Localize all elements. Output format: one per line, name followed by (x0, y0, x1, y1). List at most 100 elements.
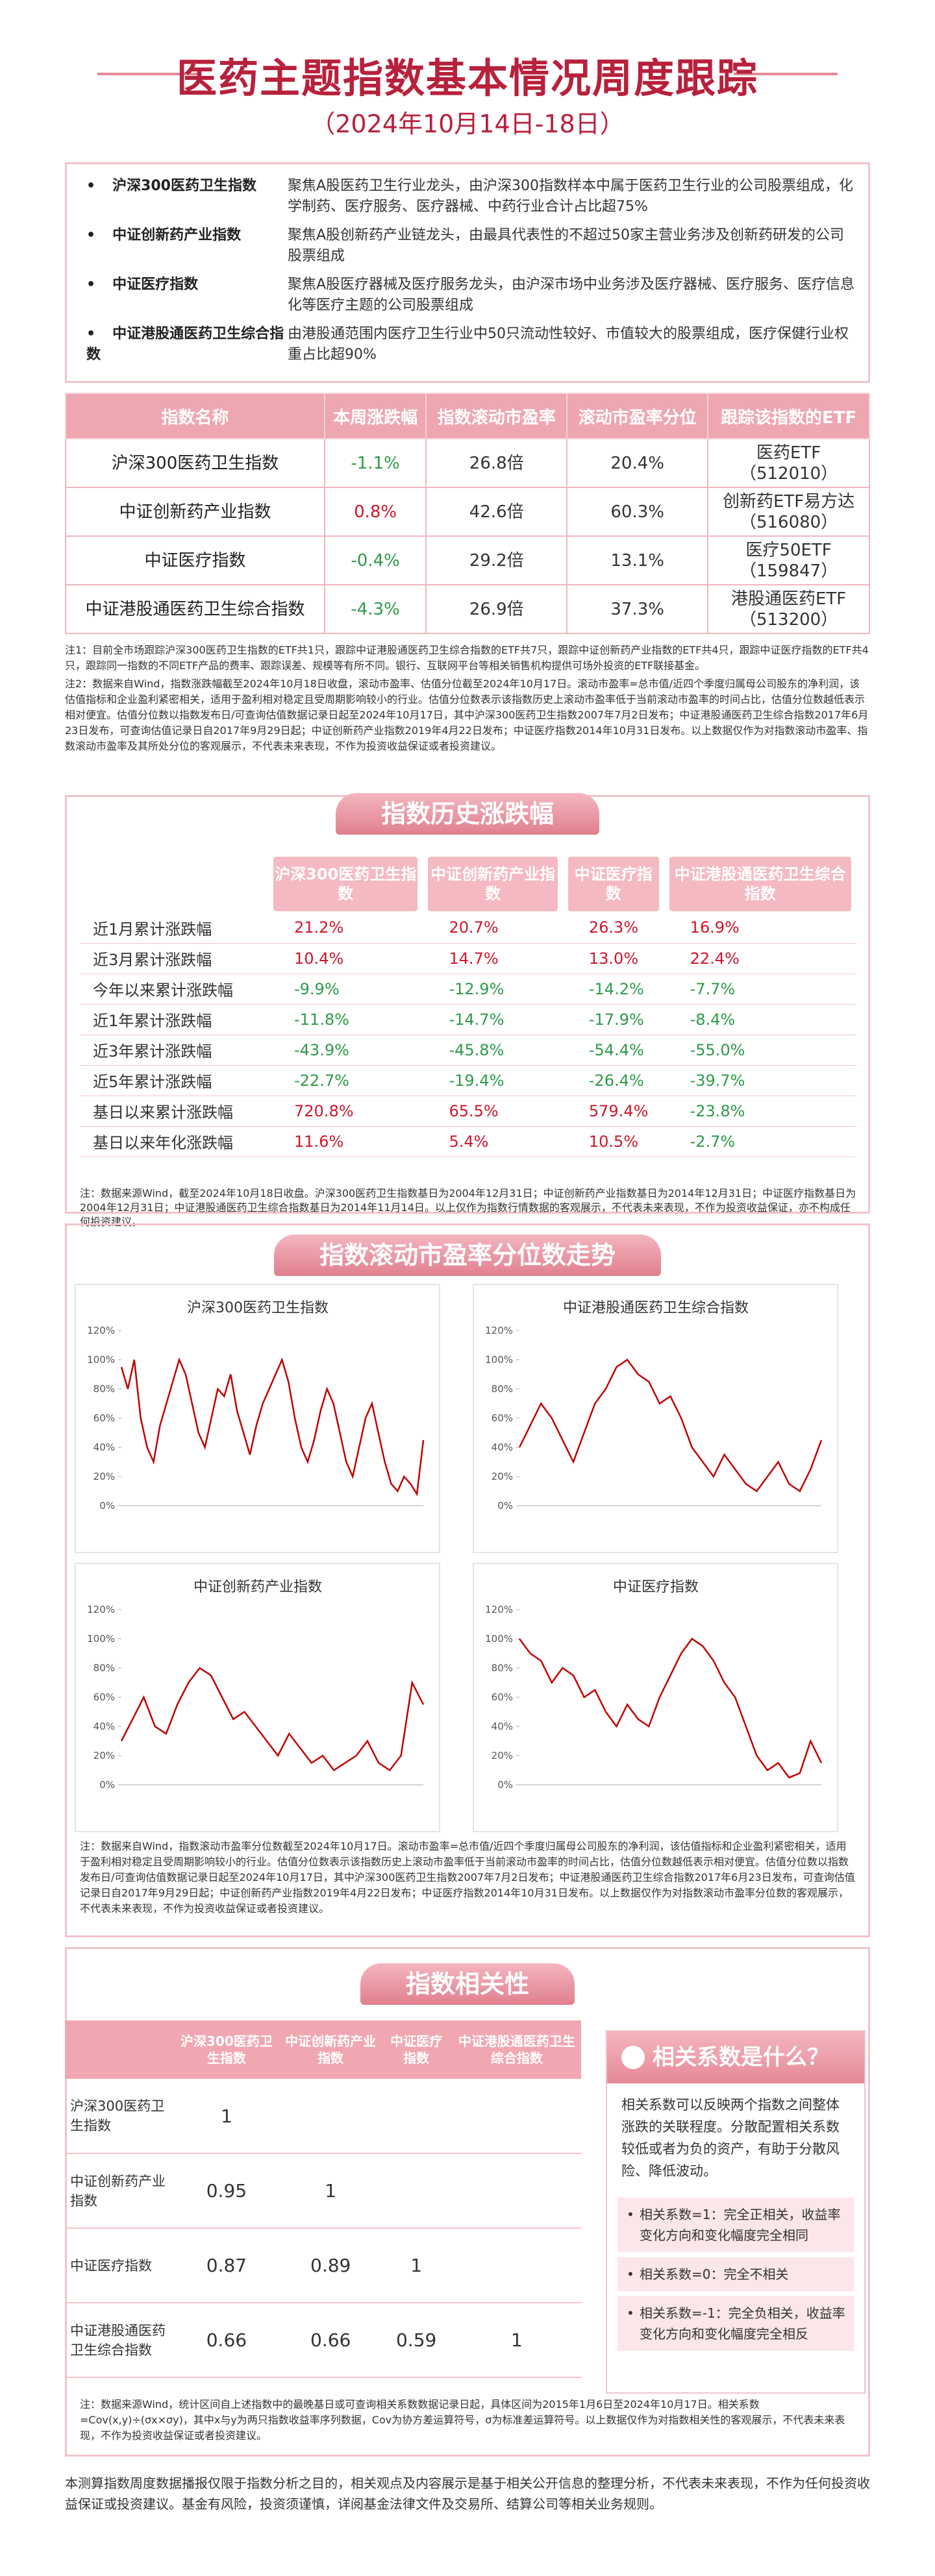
column-header: 沪深300医药卫生指数 (172, 2020, 281, 2079)
y-tick-label: 80% (94, 1383, 115, 1395)
return-value: 16.9% (664, 913, 856, 944)
etf-cell: 港股通医药ETF （513200） (707, 584, 870, 634)
column-header: 中证港股通医药卫生综合指数 (669, 857, 851, 911)
header-row: 沪深300医药卫生指数 中证创新药产业指数 中证医疗指数 中证港股通医药卫生综合指数 (80, 855, 856, 913)
row-label: 近3年累计涨跌幅 (80, 1035, 268, 1066)
note: 注2：数据来自Wind，指数涨跌幅截至2024年10月18日收盘，滚动市盈率、估… (65, 678, 869, 752)
section-title: 指数相关性 (360, 1963, 575, 2005)
column-header: 中证医疗指数 (380, 2020, 453, 2079)
index-desc: 聚焦A股医药卫生行业龙头，由沪深300指数样本中属于医药卫生行业的公司股票组成，… (288, 178, 854, 215)
index-desc: 由港股通范围内医疗卫生行业中50只流动性较好、市值较大的股票组成，医疗保健行业权… (288, 326, 849, 363)
corr-section: 指数相关性 沪深300医药卫生指数 中证创新药产业指数 中证医疗指数 中证港股通医药卫… (65, 1947, 870, 2457)
return-value: -54.4% (562, 1035, 664, 1066)
corner (65, 2020, 172, 2079)
table-row: 中证创新药产业指数 0.8% 42.6倍 60.3% 创新药ETF易方达 （516080） (65, 487, 870, 537)
chart-card: 沪深300医药卫生指数 0% 20% 40% 60% 80% 100% 120% (75, 1284, 440, 1553)
pe-percentile: 13.1% (566, 535, 709, 585)
y-tick-label: 40% (492, 1441, 513, 1453)
column-header: 中证创新药产业指数 (280, 2020, 380, 2079)
etf-cell: 医疗50ETF （159847） (707, 535, 870, 585)
table-row: 中证创新药产业指数 0.95 1 (65, 2153, 581, 2229)
return-value: -45.8% (423, 1035, 563, 1066)
index-desc: 聚焦A股创新药产业链龙头，由最具代表性的不超过50家主营业务涉及创新药研发的公司… (288, 227, 845, 264)
chart-card: 中证医疗指数 0% 20% 40% 60% 80% 100% 120% (473, 1563, 838, 1832)
percentile-line (120, 1667, 425, 1772)
row-label: 今年以来累计涨跌幅 (80, 974, 268, 1005)
row-label: 中证医疗指数 (65, 2228, 172, 2303)
correlation-value: 1 (280, 2153, 380, 2229)
weekly-change: -0.4% (323, 535, 427, 585)
etf-name: 港股通医药ETF (730, 589, 847, 609)
y-tick-label: 60% (492, 1691, 513, 1703)
return-value: 20.7% (423, 913, 563, 944)
chart-title: 沪深300医药卫生指数 (187, 1300, 329, 1316)
line-chart: 中证创新药产业指数 0% 20% 40% 60% 80% 100% 120% (87, 1579, 425, 1791)
corner (80, 855, 268, 913)
empty-cell (280, 2079, 380, 2154)
percentile-line (120, 1357, 425, 1497)
return-value: 13.0% (562, 943, 664, 974)
history-section: 指数历史涨跌幅 沪深300医药卫生指数 中证创新药产业指数 中证医疗指数 中证港股通医… (65, 793, 870, 1228)
percentile-line (518, 1358, 823, 1493)
empty-cell (452, 2079, 581, 2154)
return-value: -26.4% (562, 1065, 664, 1096)
y-tick-label: 40% (492, 1721, 513, 1732)
table-row: 沪深300医药卫生指数 -1.1% 26.8倍 20.4% 医药ETF （512010） (65, 438, 870, 488)
column-header-cell: 中证港股通医药卫生综合指数 (664, 855, 856, 913)
y-tick-label: 40% (94, 1721, 115, 1732)
note: 注：数据来自Wind，指数滚动市盈率分位数截至2024年10月17日。滚动市盈率… (80, 1840, 855, 1915)
index-name: 中证港股通医药卫生综合指数 (80, 324, 288, 365)
return-value: -12.9% (423, 974, 563, 1005)
y-tick-label: 60% (94, 1691, 115, 1703)
y-tick-label: 80% (492, 1662, 513, 1674)
return-value: -9.9% (268, 974, 423, 1005)
row-label: 中证创新药产业指数 (65, 2153, 172, 2229)
column-header: 滚动市盈率分位 (566, 393, 709, 439)
return-value: 720.8% (268, 1096, 423, 1127)
column-header: 中证医疗指数 (567, 857, 659, 911)
column-header: 中证港股通医药卫生综合指数 (452, 2020, 581, 2079)
pe-ratio: 26.9倍 (425, 584, 568, 634)
index-name: 中证创新药产业指数 (65, 487, 325, 537)
row-label: 近1月累计涨跌幅 (80, 913, 268, 944)
return-value: -14.7% (423, 1004, 563, 1035)
return-value: 11.6% (268, 1126, 423, 1157)
intro-row: 中证港股通医药卫生综合指数由港股通范围内医疗卫生行业中50只流动性较好、市值较大… (80, 320, 855, 369)
return-value: 10.5% (562, 1126, 664, 1157)
index-name: 沪深300医药卫生指数 (65, 438, 325, 488)
etf-code: （512010） (739, 463, 838, 484)
etf-cell: 创新药ETF易方达 （516080） (707, 487, 870, 537)
table-row: 沪深300医药卫生指数 1 (65, 2079, 581, 2154)
page-title: 医药主题指数基本情况周度跟踪 (176, 55, 758, 102)
explainer-bullet: 相关系数=-1：完全负相关，收益率变化方向和变化幅度完全相反 (617, 2296, 854, 2351)
correlation-value: 0.66 (280, 2303, 380, 2378)
intro-box: 沪深300医药卫生指数聚焦A股医药卫生行业龙头，由沪深300指数样本中属于医药卫… (65, 162, 870, 383)
footer: 本测算指数周度数据播报仅限于指数分析之目的，相关观点及内容展示是基于相关公开信息… (65, 2475, 870, 2512)
explainer-text: 相关系数可以反映两个指数之间整体涨跌的关联程度。分散配置相关系数较低或者为负的资… (621, 2097, 840, 2179)
intro-row: 沪深300医药卫生指数聚焦A股医药卫生行业龙头，由沪深300指数样本中属于医药卫… (80, 172, 855, 221)
corr-table: 沪深300医药卫生指数 中证创新药产业指数 中证医疗指数 中证港股通医药卫生综合指数沪… (65, 2020, 581, 2378)
section-title: 指数滚动市盈率分位数走势 (273, 1234, 662, 1276)
pe-ratio: 42.6倍 (425, 487, 568, 537)
weekly-change: 0.8% (323, 487, 427, 537)
column-header: 沪深300医药卫生指数 (273, 857, 418, 911)
decoration (97, 73, 201, 75)
return-value: -55.0% (664, 1035, 856, 1066)
chart-title: 中证港股通医药卫生综合指数 (563, 1300, 749, 1316)
return-value: -22.7% (268, 1065, 423, 1096)
y-tick-label: 0% (99, 1779, 115, 1791)
return-value: 579.4% (562, 1096, 664, 1127)
return-value: -17.9% (562, 1004, 664, 1035)
table-row: 近1年累计涨跌幅 -11.8% -14.7% -17.9% -8.4% (80, 1004, 856, 1035)
subtitle: （2024年10月14日-18日） (310, 110, 625, 138)
line-chart: 中证医疗指数 0% 20% 40% 60% 80% 100% 120% (485, 1579, 823, 1791)
pe-percentile: 20.4% (566, 438, 709, 488)
etf-name: 医疗50ETF (745, 540, 832, 560)
return-value: -2.7% (664, 1126, 856, 1157)
correlation-value: 0.66 (172, 2303, 281, 2378)
column-header: 指数滚动市盈率 (425, 393, 568, 439)
decoration (734, 73, 838, 75)
table-row: 今年以来累计涨跌幅 -9.9% -12.9% -14.2% -7.7% (80, 974, 856, 1005)
y-tick-label: 0% (497, 1779, 513, 1791)
return-value: 5.4% (423, 1126, 563, 1157)
